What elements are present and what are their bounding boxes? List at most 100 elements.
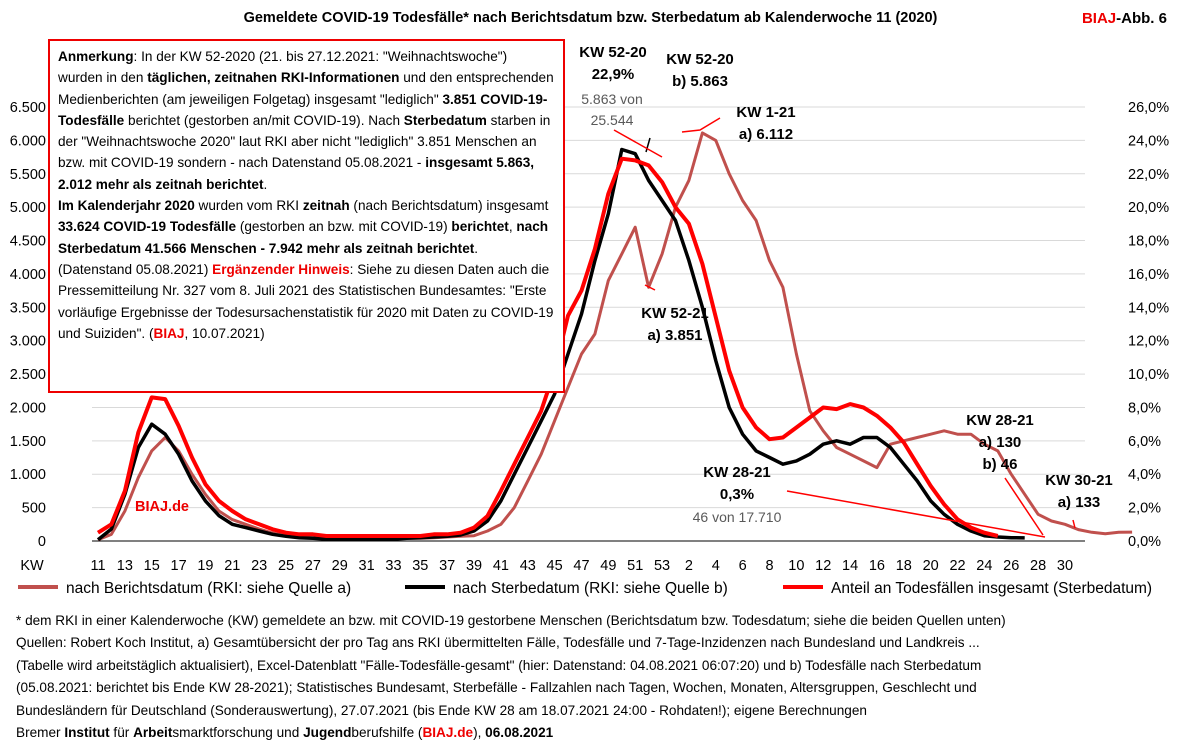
y2-tick-label: 20,0% bbox=[1128, 200, 1169, 216]
y-tick-label: 5.000 bbox=[10, 200, 46, 216]
annotation-kw30-21: a) 133 bbox=[1058, 494, 1101, 511]
annotation-kw52-20-sub: 25.544 bbox=[591, 112, 634, 128]
annotation-kw28-21-ab: b) 46 bbox=[982, 456, 1017, 473]
y2-tick-label: 14,0% bbox=[1128, 300, 1169, 316]
legend-swatch bbox=[783, 584, 823, 589]
annotation-kw28-21-ab: KW 28-21 bbox=[966, 412, 1034, 429]
x-tick-label: 15 bbox=[144, 558, 160, 574]
watermark-label: BIAJ.de bbox=[135, 499, 189, 515]
x-tick-label: 43 bbox=[520, 558, 536, 574]
y2-tick-label: 6,0% bbox=[1128, 434, 1161, 450]
x-tick-label: 30 bbox=[1057, 558, 1073, 574]
legend-item-berichtsdatum: nach Berichtsdatum (RKI: siehe Quelle a) bbox=[18, 580, 351, 598]
y2-tick-label: 16,0% bbox=[1128, 267, 1169, 283]
x-tick-label: 47 bbox=[573, 558, 589, 574]
x-tick-label: 49 bbox=[600, 558, 616, 574]
x-tick-label: 20 bbox=[923, 558, 939, 574]
x-tick-label: 51 bbox=[627, 558, 643, 574]
leader-line bbox=[645, 137, 651, 153]
x-tick-label: 11 bbox=[90, 558, 105, 574]
x-tick-label: 2 bbox=[685, 558, 693, 574]
x-tick-label: 14 bbox=[842, 558, 858, 574]
footnote: * dem RKI in einer Kalenderwoche (KW) ge… bbox=[16, 610, 1176, 744]
footnote-line: (Tabelle wird arbeitstäglich aktualisier… bbox=[16, 657, 982, 673]
x-tick-label: 26 bbox=[1003, 558, 1019, 574]
y-tick-label: 6.000 bbox=[10, 133, 46, 149]
y-tick-label: 3.000 bbox=[10, 334, 46, 350]
annotation-kw52-20-b: KW 52-20 bbox=[666, 51, 734, 68]
legend-swatch bbox=[405, 584, 445, 589]
annotation-kw52-20-pct: 22,9% bbox=[592, 66, 635, 83]
leader-line bbox=[1072, 519, 1076, 529]
y-tick-label: 500 bbox=[22, 501, 46, 517]
x-tick-label: 53 bbox=[654, 558, 670, 574]
y-tick-label: 0 bbox=[38, 534, 46, 550]
y2-tick-label: 18,0% bbox=[1128, 234, 1169, 250]
x-tick-label: 4 bbox=[712, 558, 720, 574]
y2-tick-label: 2,0% bbox=[1128, 501, 1161, 517]
annotation-kw28-21-pct: 0,3% bbox=[720, 486, 754, 503]
legend-item-sterbedatum: nach Sterbedatum (RKI: siehe Quelle b) bbox=[405, 580, 728, 598]
annotation-kw52-21: a) 3.851 bbox=[647, 327, 702, 344]
annotation-box: Anmerkung: In der KW 52-2020 (21. bis 27… bbox=[48, 39, 565, 393]
x-tick-label: 13 bbox=[117, 558, 133, 574]
x-tick-label: 8 bbox=[765, 558, 773, 574]
x-tick-label: 19 bbox=[197, 558, 213, 574]
x-tick-label: 45 bbox=[547, 558, 563, 574]
x-tick-label: 41 bbox=[493, 558, 509, 574]
figure-tag: BIAJ-Abb. 6 bbox=[1082, 10, 1167, 27]
y2-tick-label: 22,0% bbox=[1128, 167, 1169, 183]
x-axis-label: KW bbox=[20, 558, 44, 574]
x-tick-label: 35 bbox=[412, 558, 428, 574]
y-tick-label: 6.500 bbox=[10, 100, 46, 116]
footnote-line: (05.08.2021: berichtet bis Ende KW 28-20… bbox=[16, 680, 977, 696]
x-tick-label: 31 bbox=[359, 558, 375, 574]
chart-title: Gemeldete COVID-19 Todesfälle* nach Beri… bbox=[243, 10, 938, 26]
annotation-kw28-21-pct: KW 28-21 bbox=[703, 464, 771, 481]
y-tick-label: 2.500 bbox=[10, 367, 46, 383]
annotation-kw28-21-ab: a) 130 bbox=[979, 434, 1022, 451]
annotation-kw28-21-sub: 46 von 17.710 bbox=[693, 509, 782, 525]
legend-swatch bbox=[18, 584, 58, 589]
x-tick-label: 27 bbox=[305, 558, 321, 574]
leader-line bbox=[786, 490, 1046, 538]
leader-line bbox=[613, 129, 663, 158]
annotation-kw52-21: KW 52-21 bbox=[641, 305, 709, 322]
annotation-kw30-21: KW 30-21 bbox=[1045, 472, 1113, 489]
y-tick-label: 3.500 bbox=[10, 300, 46, 316]
x-tick-label: 39 bbox=[466, 558, 482, 574]
line-chart: 0 500 1.000 1.500 2.000 2.500 3.000 3.500 4.000 4… bbox=[10, 44, 1170, 574]
x-tick-label: 24 bbox=[976, 558, 992, 574]
footnote-line: Bundesländern für Deutschland (Sonderaus… bbox=[16, 702, 867, 718]
x-tick-label: 25 bbox=[278, 558, 294, 574]
x-tick-label: 23 bbox=[251, 558, 267, 574]
y2-tick-label: 26,0% bbox=[1128, 100, 1169, 116]
x-tick-label: 22 bbox=[949, 558, 965, 574]
x-tick-label: 6 bbox=[739, 558, 747, 574]
x-tick-label: 16 bbox=[869, 558, 885, 574]
footnote-line: Quellen: Robert Koch Institut, a) Gesamt… bbox=[16, 635, 980, 651]
x-tick-label: 18 bbox=[896, 558, 912, 574]
figure-number: -Abb. 6 bbox=[1116, 10, 1167, 27]
y2-tick-label: 4,0% bbox=[1128, 467, 1161, 483]
footnote-credit: Bremer Institut für Arbeitsmarktforschun… bbox=[16, 725, 554, 741]
x-tick-label: 37 bbox=[439, 558, 455, 574]
y2-tick-label: 0,0% bbox=[1128, 534, 1161, 550]
x-tick-label: 29 bbox=[332, 558, 348, 574]
y-tick-label: 4.500 bbox=[10, 234, 46, 250]
y2-tick-label: 10,0% bbox=[1128, 367, 1169, 383]
annotation-kw1-21: a) 6.112 bbox=[739, 126, 793, 143]
y-tick-label: 4.000 bbox=[10, 267, 46, 283]
annotation-kw52-20-b: b) 5.863 bbox=[672, 73, 728, 90]
footnote-line: * dem RKI in einer Kalenderwoche (KW) ge… bbox=[16, 613, 1006, 628]
x-tick-label: 33 bbox=[385, 558, 401, 574]
x-tick-label: 21 bbox=[224, 558, 240, 574]
y-tick-label: 5.500 bbox=[10, 167, 46, 183]
y-tick-label: 2.000 bbox=[10, 400, 46, 416]
leader-line bbox=[681, 117, 721, 133]
x-tick-label: 17 bbox=[171, 558, 187, 574]
brand-label: BIAJ bbox=[1081, 10, 1117, 27]
y2-tick-label: 12,0% bbox=[1128, 334, 1169, 350]
annotation-kw52-20-pct: KW 52-20 bbox=[579, 44, 647, 61]
annotation-paragraph-2: Im Kalenderjahr 2020 wurden vom RKI zeit… bbox=[58, 198, 554, 341]
